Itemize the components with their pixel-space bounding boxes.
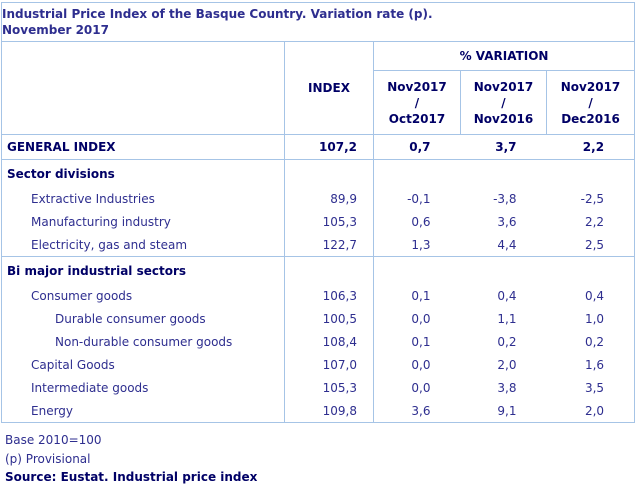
table-row-extractive: Extractive Industries 89,9 -0,1 -3,8 -2,… (1, 187, 635, 211)
cell-variation-1: 3,6 (373, 399, 461, 423)
row-label: Electricity, gas and steam (1, 233, 285, 257)
cell-variation-1: 0,0 (411, 358, 431, 372)
col-header-index: INDEX (284, 41, 374, 135)
row-label: Sector divisions (1, 159, 285, 188)
row-label: Capital Goods (1, 353, 285, 377)
period-3-slash: / (588, 95, 593, 110)
cell-variation-3: 2,0 (546, 399, 635, 423)
table-row-manufacturing: Manufacturing industry 105,3 0,6 3,6 2,2 (1, 210, 635, 234)
footnotes: Base 2010=100 (p) Provisional Source: Eu… (1, 423, 634, 487)
page-title-line1: Industrial Price Index of the Basque Cou… (2, 6, 433, 21)
note-base: Base 2010=100 (5, 433, 102, 447)
source-note: Source: Eustat. Industrial price index (5, 470, 258, 484)
period-1-top: Nov2017 (387, 79, 447, 94)
cell-variation-2: 3,7 (460, 134, 547, 160)
note-provisional: (p) Provisional (5, 451, 91, 466)
cell-index: 107,2 (284, 134, 374, 160)
row-label: Bi major industrial sectors (1, 256, 285, 285)
row-label: Consumer goods (1, 284, 285, 308)
cell-variation-3: 1,6 (546, 353, 635, 377)
header-row-variation: INDEX % VARIATION (1, 41, 635, 135)
cell-variation-2: -3,8 (493, 192, 517, 206)
cell-variation-1: 0,7 (373, 134, 461, 160)
cell-variation-3: 0,4 (546, 284, 635, 308)
table-row-electricity: Electricity, gas and steam 122,7 1,3 4,4… (1, 233, 635, 257)
cell-variation-3 (546, 256, 635, 285)
cell-index: 100,5 (284, 307, 374, 331)
cell-variation-3: 2,5 (546, 233, 635, 257)
row-label: Manufacturing industry (1, 210, 285, 234)
cell-variation-3: 2,2 (546, 210, 635, 234)
price-index-table: Industrial Price Index of the Basque Cou… (0, 2, 635, 423)
table-row-nondurable-consumer-goods: Non-durable consumer goods 108,4 0,1 0,2… (1, 330, 635, 354)
row-label: Non-durable consumer goods (1, 330, 285, 354)
cell-index (284, 159, 374, 188)
row-label: Durable consumer goods (1, 307, 285, 331)
cell-variation-3: 1,0 (546, 307, 635, 331)
row-label: Extractive Industries (1, 187, 285, 211)
cell-index: 108,4 (284, 330, 374, 354)
header-row-periods: Nov2017 / Oct2017 Nov2017 / Nov2016 Nov2… (2, 70, 635, 135)
cell-variation-3: 2,2 (546, 134, 635, 160)
cell-variation-2: 1,1 (497, 312, 517, 326)
cell-variation-1: 0,1 (411, 289, 431, 303)
cell-index (284, 256, 374, 285)
cell-index: 107,0 (284, 353, 374, 377)
col-header-period-1: Nov2017 / Oct2017 (373, 70, 461, 135)
cell-index: 105,3 (284, 210, 374, 234)
cell-index: 105,3 (284, 376, 374, 400)
cell-variation-2: 3,6 (497, 215, 517, 229)
row-label: Intermediate goods (1, 376, 285, 400)
table-row-general-index: GENERAL INDEX 107,2 0,7 3,7 2,2 (1, 134, 635, 160)
cell-variation-2: 3,8 (497, 381, 517, 395)
cell-variation-3: 3,5 (546, 376, 635, 400)
cell-variation-2: 9,1 (460, 399, 547, 423)
cell-variation-2: 0,4 (497, 289, 517, 303)
table-row-consumer-goods: Consumer goods 106,3 0,1 0,4 0,4 (1, 284, 635, 308)
period-2-top: Nov2017 (473, 79, 534, 94)
cell-variation-2: 4,4 (497, 237, 517, 252)
table-row-sector-divisions: Sector divisions (1, 159, 635, 188)
period-2-bottom: Nov2016 (473, 111, 534, 126)
cell-variation-1 (374, 160, 461, 188)
corner-header-cell (1, 41, 285, 135)
cell-variation-1: -0,1 (407, 192, 431, 206)
table-row-energy: Energy 109,8 3,6 9,1 2,0 (1, 399, 635, 423)
cell-variation-2 (461, 160, 547, 188)
table-row-bi-major-sectors: Bi major industrial sectors (1, 256, 635, 285)
table-row-capital-goods: Capital Goods 107,0 0,0 2,0 1,6 (1, 353, 635, 377)
period-2-slash: / (501, 95, 506, 110)
cell-variation-1: 0,6 (411, 215, 431, 229)
cell-variation-3 (546, 159, 635, 188)
title-row: Industrial Price Index of the Basque Cou… (0, 2, 635, 42)
col-header-period-2: Nov2017 / Nov2016 (460, 70, 547, 135)
cell-variation-3: 0,2 (546, 330, 635, 354)
cell-variation-2 (460, 256, 547, 285)
cell-variation-1: 1,3 (411, 237, 431, 252)
page-title: Industrial Price Index of the Basque Cou… (0, 2, 635, 42)
table-row-durable-consumer-goods: Durable consumer goods 100,5 0,0 1,1 1,0 (1, 307, 635, 331)
page-title-line2: November 2017 (2, 23, 109, 37)
period-3-top: Nov2017 (560, 79, 621, 94)
cell-index: 89,9 (284, 187, 374, 211)
cell-index: 122,7 (284, 233, 374, 257)
period-1-slash: / (414, 95, 420, 110)
cell-variation-2: 0,2 (497, 335, 517, 349)
cell-variation-1: 0,1 (411, 335, 431, 349)
cell-index: 109,8 (284, 399, 374, 423)
cell-variation-1: 0,0 (411, 312, 431, 326)
col-header-variation: % VARIATION (372, 41, 635, 71)
cell-variation-1: 0,0 (411, 381, 431, 395)
cell-variation-1 (373, 256, 461, 285)
row-label: GENERAL INDEX (1, 134, 285, 160)
period-3-bottom: Dec2016 (561, 111, 620, 126)
cell-index: 106,3 (284, 284, 374, 308)
row-label: Energy (1, 399, 285, 423)
col-header-period-3: Nov2017 / Dec2016 (545, 70, 635, 135)
cell-variation-3: -2,5 (546, 187, 635, 211)
cell-variation-2: 2,0 (497, 358, 517, 372)
table-row-intermediate-goods: Intermediate goods 105,3 0,0 3,8 3,5 (1, 376, 635, 400)
period-1-bottom: Oct2017 (388, 111, 446, 126)
